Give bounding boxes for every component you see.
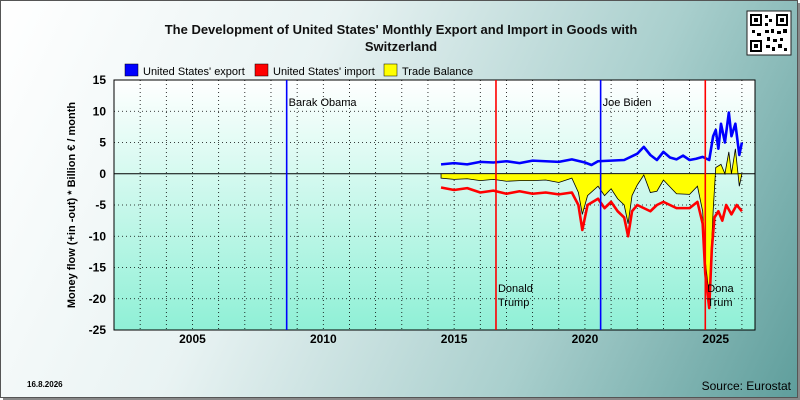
x-tick-label: 2015: [441, 332, 468, 346]
series-us-import: [440, 186, 743, 310]
legend-swatch-import: [254, 63, 269, 77]
legend-label-import: United States' import: [273, 66, 375, 78]
event-label: Donald: [498, 283, 533, 295]
y-tick-label: 0: [99, 167, 106, 181]
legend-swatch-balance: [383, 63, 398, 77]
legend: United States' export United States' imp…: [124, 63, 473, 78]
series-trade-balance: [440, 148, 743, 296]
event-label: Trump: [498, 297, 529, 309]
event-label: Dona: [707, 283, 734, 295]
event-label: Joe Biden: [603, 97, 652, 109]
y-tick-label: -20: [89, 292, 107, 306]
chart-date: 16.8.2026: [27, 380, 63, 389]
y-tick-label: 5: [99, 136, 106, 150]
event-label: Trum: [707, 297, 732, 309]
series-layer: [440, 111, 744, 310]
legend-label-balance: Trade Balance: [402, 66, 473, 78]
event-label: Barak Obama: [289, 97, 358, 109]
series-us-export: [440, 111, 744, 167]
x-tick-label: 2010: [310, 332, 337, 346]
x-axis: 2005 2010 2015 2020 2025: [179, 332, 729, 346]
chart-title-line2: Switzerland: [365, 39, 437, 54]
y-axis-label: Money flow (+in -out) * Billion € / mont…: [66, 102, 78, 309]
qr-code-icon: [746, 10, 792, 56]
y-tick-label: -25: [89, 323, 107, 337]
events-layer: Barak Obama Donald Trump Joe Biden Dona Trum: [285, 80, 734, 330]
x-tick-label: 2025: [702, 332, 729, 346]
grid: [113, 80, 755, 330]
legend-label-export: United States' export: [143, 66, 245, 78]
legend-swatch-export: [124, 63, 139, 77]
y-tick-label: -10: [89, 229, 107, 243]
source-label: Source: Eurostat: [702, 379, 792, 393]
x-tick-label: 2005: [179, 332, 206, 346]
y-tick-label: -15: [89, 261, 107, 275]
y-axis: 15 10 5 0 -5 -10 -15 -20 -25: [89, 73, 107, 337]
chart-title-line1: The Development of United States' Monthl…: [165, 22, 638, 37]
y-tick-label: 10: [93, 104, 107, 118]
y-tick-label: -5: [95, 198, 106, 212]
x-tick-label: 2020: [572, 332, 599, 346]
y-tick-label: 15: [93, 73, 107, 87]
